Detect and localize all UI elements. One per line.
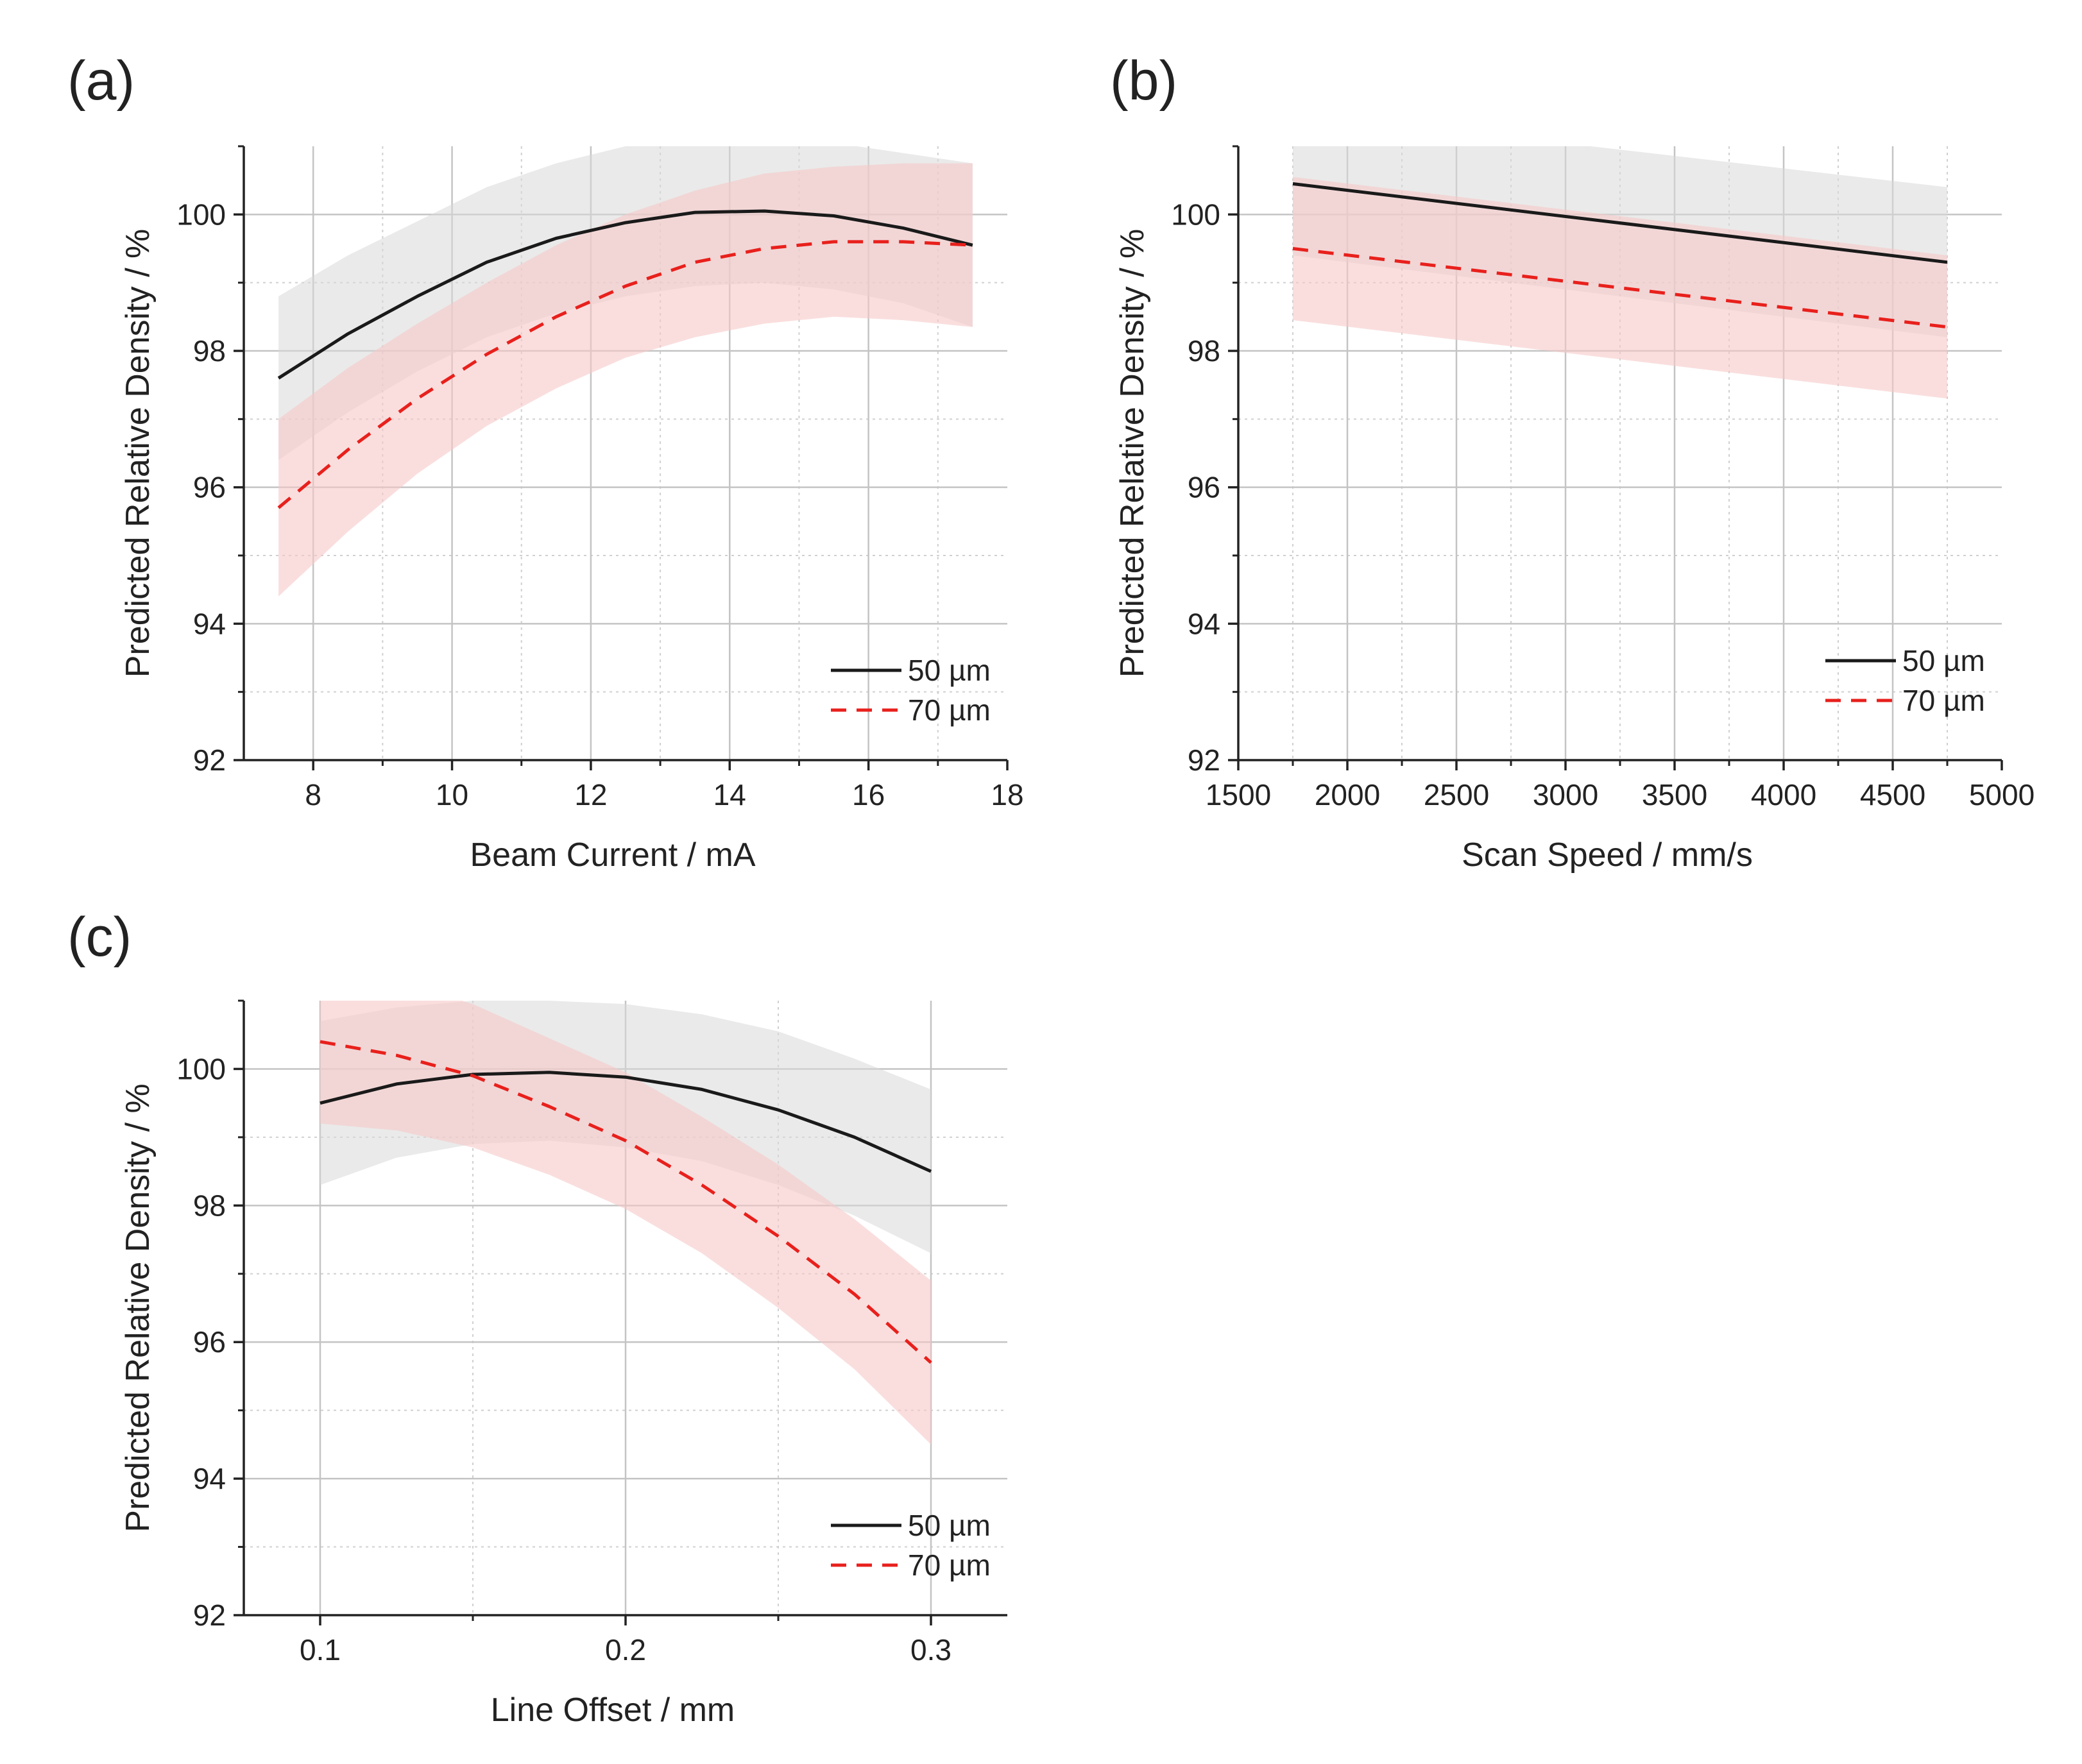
panel-c-y-axis-title: Predicted Relative Density / %: [119, 1083, 157, 1532]
panel-b: (b) 92 94 96 98 100 1500 2000 2500 3000 3500 4000 45…: [1110, 50, 2035, 874]
panel-a-series-line-1: [277, 240, 973, 509]
panel-c-x-tick-label: 0.2: [605, 1633, 646, 1666]
panel-a-y-tick-label: 100: [176, 198, 226, 231]
panel-a-y-tick-label: 96: [193, 471, 226, 504]
panel-a-y-tick-label: 98: [193, 334, 226, 368]
panel-c-y-tick-label: 100: [176, 1052, 226, 1085]
panel-b-legend-label-0: 50 µm: [1902, 644, 1985, 677]
panel-c-x-tick-label: 0.1: [300, 1633, 341, 1666]
panel-c-legend-label-0: 50 µm: [908, 1509, 991, 1542]
panel-b-y-tick-label: 92: [1188, 743, 1220, 777]
panel-b-x-tick-label: 2500: [1424, 778, 1489, 811]
panel-b-x-tick-label: 5000: [1969, 778, 2035, 811]
panel-c-series-line-0: [320, 1071, 932, 1173]
panel-c-x-axis-title: Line Offset / mm: [491, 1692, 735, 1729]
panel-a-legend-label-0: 50 µm: [908, 654, 991, 687]
panel-c-series-line-1: [320, 1040, 932, 1364]
panel-a: (a) 92 94 96 98 100 8 10 12 14 16 18 Beam Current / …: [67, 50, 1024, 874]
panel-b-x-tick-label: 4500: [1860, 778, 1925, 811]
panel-a-label: (a): [67, 50, 135, 112]
panel-a-y-tick-label: 92: [193, 743, 226, 777]
panel-b-band-1: [1293, 176, 1947, 399]
panel-b-x-axis-title: Scan Speed / mm/s: [1462, 836, 1753, 874]
panel-c-y-tick-label: 94: [193, 1462, 226, 1495]
panel-b-y-tick-label: 100: [1171, 198, 1220, 231]
panel-b-x-tick-label: 4000: [1751, 778, 1816, 811]
panel-b-x-tick-label: 3000: [1533, 778, 1598, 811]
panel-c-y-tick-label: 96: [193, 1325, 226, 1359]
panel-c: (c) 92 94 96 98 100 0.1 0.2 0.3 Line Offset / mm P…: [67, 906, 1007, 1729]
panel-b-y-axis-title: Predicted Relative Density / %: [1114, 229, 1151, 677]
panel-a-x-tick-label: 18: [991, 778, 1023, 811]
panel-a-x-tick-label: 14: [713, 778, 746, 811]
panel-b-y-tick-label: 94: [1188, 607, 1220, 640]
panel-b-x-tick-label: 1500: [1206, 778, 1271, 811]
panel-b-x-tick-label: 2000: [1315, 778, 1380, 811]
panel-b-x-tick-label: 3500: [1642, 778, 1707, 811]
panel-b-y-tick-label: 98: [1188, 334, 1220, 368]
panel-c-x-tick-label: 0.3: [910, 1633, 951, 1666]
panel-c-label: (c): [67, 906, 132, 968]
panel-c-y-tick-label: 98: [193, 1189, 226, 1222]
panel-a-x-tick-label: 12: [574, 778, 607, 811]
panel-a-legend-label-1: 70 µm: [908, 693, 991, 727]
panel-c-legend-label-1: 70 µm: [908, 1548, 991, 1582]
panel-b-series-line-1: [1292, 247, 1948, 329]
panel-b-series-line-0: [1292, 182, 1948, 264]
panel-a-y-axis-title: Predicted Relative Density / %: [119, 229, 157, 677]
panel-b-legend-label-1: 70 µm: [1902, 684, 1985, 717]
panel-a-x-axis-title: Beam Current / mA: [470, 836, 755, 874]
panel-a-x-tick-label: 16: [852, 778, 885, 811]
panel-a-y-tick-label: 94: [193, 607, 226, 640]
panel-a-band-1: [278, 163, 973, 597]
panel-a-x-tick-label: 10: [436, 778, 468, 811]
panel-c-y-tick-label: 92: [193, 1599, 226, 1632]
panel-b-y-tick-label: 96: [1188, 471, 1220, 504]
panel-c-band-1: [320, 1001, 931, 1445]
panel-b-label: (b): [1110, 50, 1177, 112]
panel-a-x-tick-label: 8: [305, 778, 321, 811]
